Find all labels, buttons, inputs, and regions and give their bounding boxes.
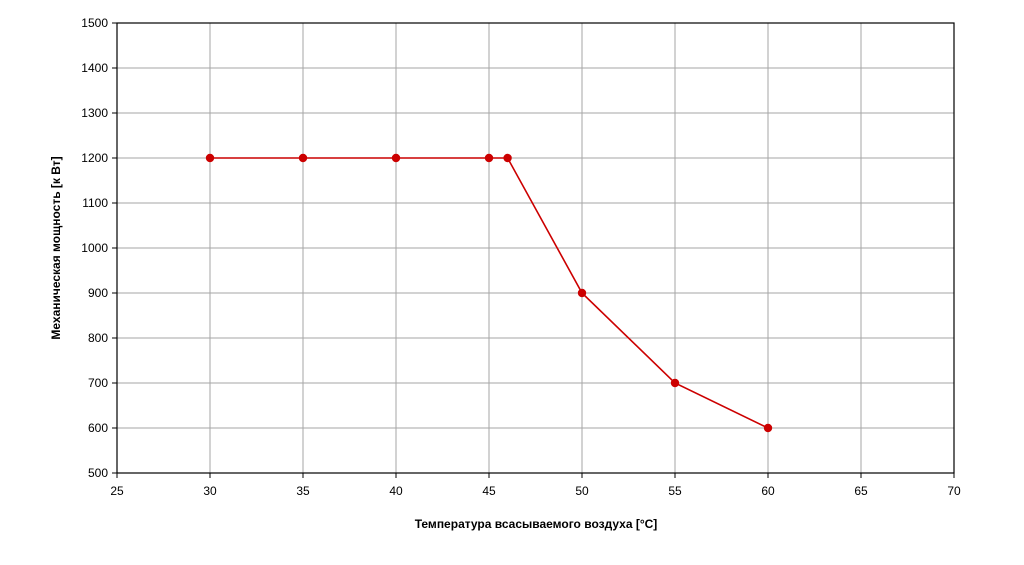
y-axis-ticks: 500 600 700 800 900 1000 1100 1200 1300 1400 1500 [81, 16, 117, 480]
x-tick-label: 25 [110, 484, 124, 498]
data-point [391, 153, 401, 163]
x-axis-title: Температура всасываемого воздуха [°C] [415, 517, 658, 531]
x-axis-ticks: 25 30 35 40 45 50 55 60 65 70 [110, 473, 961, 498]
x-tick-label: 70 [947, 484, 961, 498]
x-tick-label: 40 [389, 484, 403, 498]
y-tick-label: 500 [88, 466, 108, 480]
data-point [484, 153, 494, 163]
data-point [763, 423, 773, 433]
y-tick-label: 1200 [81, 151, 108, 165]
y-tick-label: 800 [88, 331, 108, 345]
data-point [503, 153, 512, 163]
y-tick-label: 700 [88, 376, 108, 390]
series-layer [205, 153, 773, 433]
y-tick-label: 1500 [81, 16, 108, 30]
series-line [210, 157, 769, 429]
x-tick-label: 55 [668, 484, 682, 498]
y-axis-title: Механическая мощность [к Вт] [49, 156, 63, 339]
y-tick-label: 900 [88, 286, 108, 300]
data-point [205, 153, 215, 163]
y-tick-label: 1300 [81, 106, 108, 120]
x-tick-label: 35 [296, 484, 310, 498]
grid-lines [116, 22, 955, 474]
y-tick-label: 1100 [82, 196, 108, 210]
x-tick-label: 50 [575, 484, 589, 498]
x-tick-label: 45 [482, 484, 496, 498]
x-tick-label: 65 [854, 484, 868, 498]
y-tick-label: 1400 [81, 61, 108, 75]
y-tick-label: 600 [88, 421, 108, 435]
data-point [577, 288, 587, 298]
y-tick-label: 1000 [81, 241, 108, 255]
x-tick-label: 60 [761, 484, 775, 498]
x-tick-label: 30 [203, 484, 217, 498]
data-point [670, 378, 680, 388]
data-point [298, 153, 308, 163]
